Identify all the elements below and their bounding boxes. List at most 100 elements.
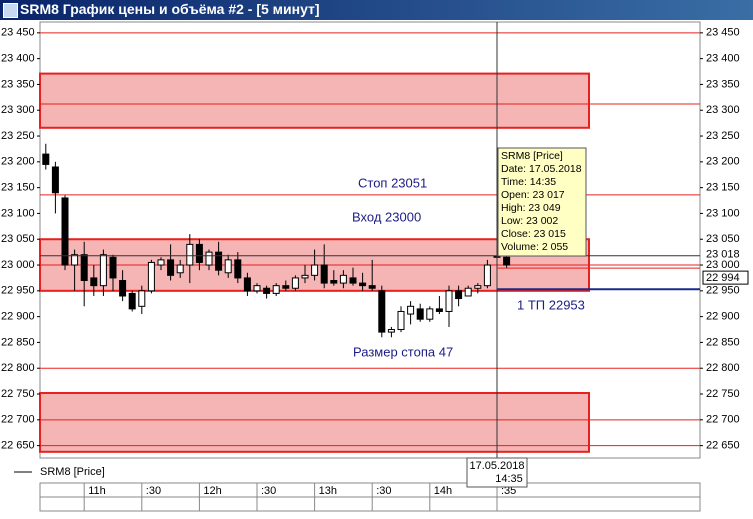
candle-body bbox=[349, 277, 357, 284]
zone bbox=[39, 391, 590, 453]
y-tick-label: 23 400 bbox=[1, 53, 35, 65]
candle-body bbox=[253, 285, 261, 292]
y-tick-label: 23 100 bbox=[706, 207, 740, 219]
y-tick-label: 23 100 bbox=[1, 207, 35, 219]
y-tick-label: 23 200 bbox=[1, 156, 35, 168]
title-bar: SRM8 График цены и объёма #2 - [5 минут] bbox=[0, 0, 753, 20]
tooltip-line: High: 23 049 bbox=[501, 202, 561, 214]
chart: 23 450 23 450 23 400 23 400 23 350 23 350 23 3… bbox=[1, 21, 749, 512]
candle-body bbox=[224, 259, 232, 274]
candle-body bbox=[503, 256, 511, 266]
candle-body bbox=[435, 308, 443, 312]
candle-body bbox=[445, 290, 453, 312]
candle-body bbox=[378, 290, 386, 333]
candle-body bbox=[205, 251, 213, 266]
candle-body bbox=[397, 310, 405, 331]
annotation: 1 ТП 22953 bbox=[517, 297, 585, 312]
candle-body bbox=[272, 285, 280, 294]
y-tick-label: 23 300 bbox=[706, 104, 740, 116]
y-tick-label: 23 200 bbox=[706, 156, 740, 168]
y-tick-label: 23 000 bbox=[706, 259, 740, 271]
y-tick-label: 22 850 bbox=[706, 336, 740, 348]
candle-body bbox=[90, 277, 98, 287]
y-tick-label: 23 050 bbox=[706, 233, 740, 245]
candle-body bbox=[263, 287, 271, 294]
x-tick-label: 13h bbox=[319, 485, 337, 497]
candle-body bbox=[234, 259, 242, 279]
y-tick-label: 22 700 bbox=[706, 414, 740, 426]
annotation: Стоп 23051 bbox=[358, 175, 427, 190]
tooltip-line: Low: 23 002 bbox=[501, 215, 558, 227]
y-tick-label: 23 400 bbox=[706, 53, 740, 65]
y-tick-label: 22 750 bbox=[706, 388, 740, 400]
y-tick-label: 22 650 bbox=[1, 440, 35, 452]
candle-body bbox=[167, 259, 175, 276]
candle-body bbox=[99, 254, 107, 287]
y-tick-label: 22 850 bbox=[1, 336, 35, 348]
candle-body bbox=[282, 285, 290, 289]
crosshair-date: 17.05.2018 bbox=[469, 460, 524, 472]
candle-body bbox=[301, 274, 309, 279]
candle-body bbox=[61, 197, 69, 266]
tooltip-line: Time: 14:35 bbox=[501, 176, 556, 188]
x-tick-label: :35 bbox=[501, 485, 516, 497]
window-title: SRM8 График цены и объёма #2 - [5 минут] bbox=[20, 1, 320, 17]
candle-body bbox=[368, 285, 376, 289]
last-price-box bbox=[702, 270, 749, 285]
candle-body bbox=[186, 243, 194, 266]
y-tick-label: 23 450 bbox=[1, 27, 35, 39]
candle-body bbox=[157, 259, 165, 266]
zone bbox=[39, 72, 590, 129]
y-tick-label: 22 950 bbox=[1, 285, 35, 297]
tooltip-box bbox=[497, 147, 587, 257]
candle-body bbox=[311, 264, 319, 276]
candle-body bbox=[243, 277, 251, 292]
y-tick-label: 23 150 bbox=[1, 182, 35, 194]
tooltip-line: Date: 17.05.2018 bbox=[501, 163, 582, 175]
candle-body bbox=[71, 254, 79, 266]
window-icon bbox=[3, 3, 18, 18]
candle-body bbox=[291, 277, 299, 289]
candle-body bbox=[407, 305, 415, 315]
x-tick-label: :30 bbox=[261, 485, 276, 497]
y-tick-label: 22 650 bbox=[706, 440, 740, 452]
annotation: Размер стопа 47 bbox=[353, 344, 453, 359]
legend-label: SRM8 [Price] bbox=[40, 466, 105, 478]
crosshair-x-box bbox=[466, 457, 528, 488]
candle-body bbox=[464, 287, 472, 297]
y-tick-label: 22 900 bbox=[706, 311, 740, 323]
candle-body bbox=[474, 285, 482, 289]
x-tick-label: :30 bbox=[376, 485, 391, 497]
y-tick-label: 23 250 bbox=[706, 130, 740, 142]
y-tick-label: 23 350 bbox=[706, 78, 740, 90]
candle-body bbox=[339, 274, 347, 284]
candle-body bbox=[109, 256, 117, 279]
candle-body bbox=[215, 251, 223, 271]
crosshair-y-label: 23 018 bbox=[706, 249, 740, 261]
candle-body bbox=[147, 261, 155, 292]
candle-body bbox=[416, 308, 424, 320]
y-tick-label: 22 900 bbox=[1, 311, 35, 323]
x-tick-label: 14h bbox=[434, 485, 452, 497]
candle-body bbox=[387, 329, 395, 333]
candle-body bbox=[455, 290, 463, 300]
last-price-label: 22 994 bbox=[706, 272, 740, 284]
y-tick-label: 22 800 bbox=[706, 362, 740, 374]
annotation: Вход 23000 bbox=[352, 209, 421, 224]
y-tick-label: 23 450 bbox=[706, 27, 740, 39]
candle-body bbox=[51, 166, 59, 194]
y-tick-label: 23 350 bbox=[1, 78, 35, 90]
crosshair-time: 14:35 bbox=[495, 473, 523, 485]
y-tick-label: 23 300 bbox=[1, 104, 35, 116]
y-tick-label: 23 250 bbox=[1, 130, 35, 142]
candle-body bbox=[359, 282, 367, 287]
candle-body bbox=[42, 153, 50, 165]
y-tick-label: 22 950 bbox=[706, 285, 740, 297]
candle-body bbox=[483, 264, 491, 287]
candle-body bbox=[426, 308, 434, 320]
candle-body bbox=[138, 290, 146, 307]
x-tick-label: 11h bbox=[88, 485, 106, 497]
x-tick-label: 12h bbox=[203, 485, 221, 497]
y-tick-label: 22 800 bbox=[1, 362, 35, 374]
